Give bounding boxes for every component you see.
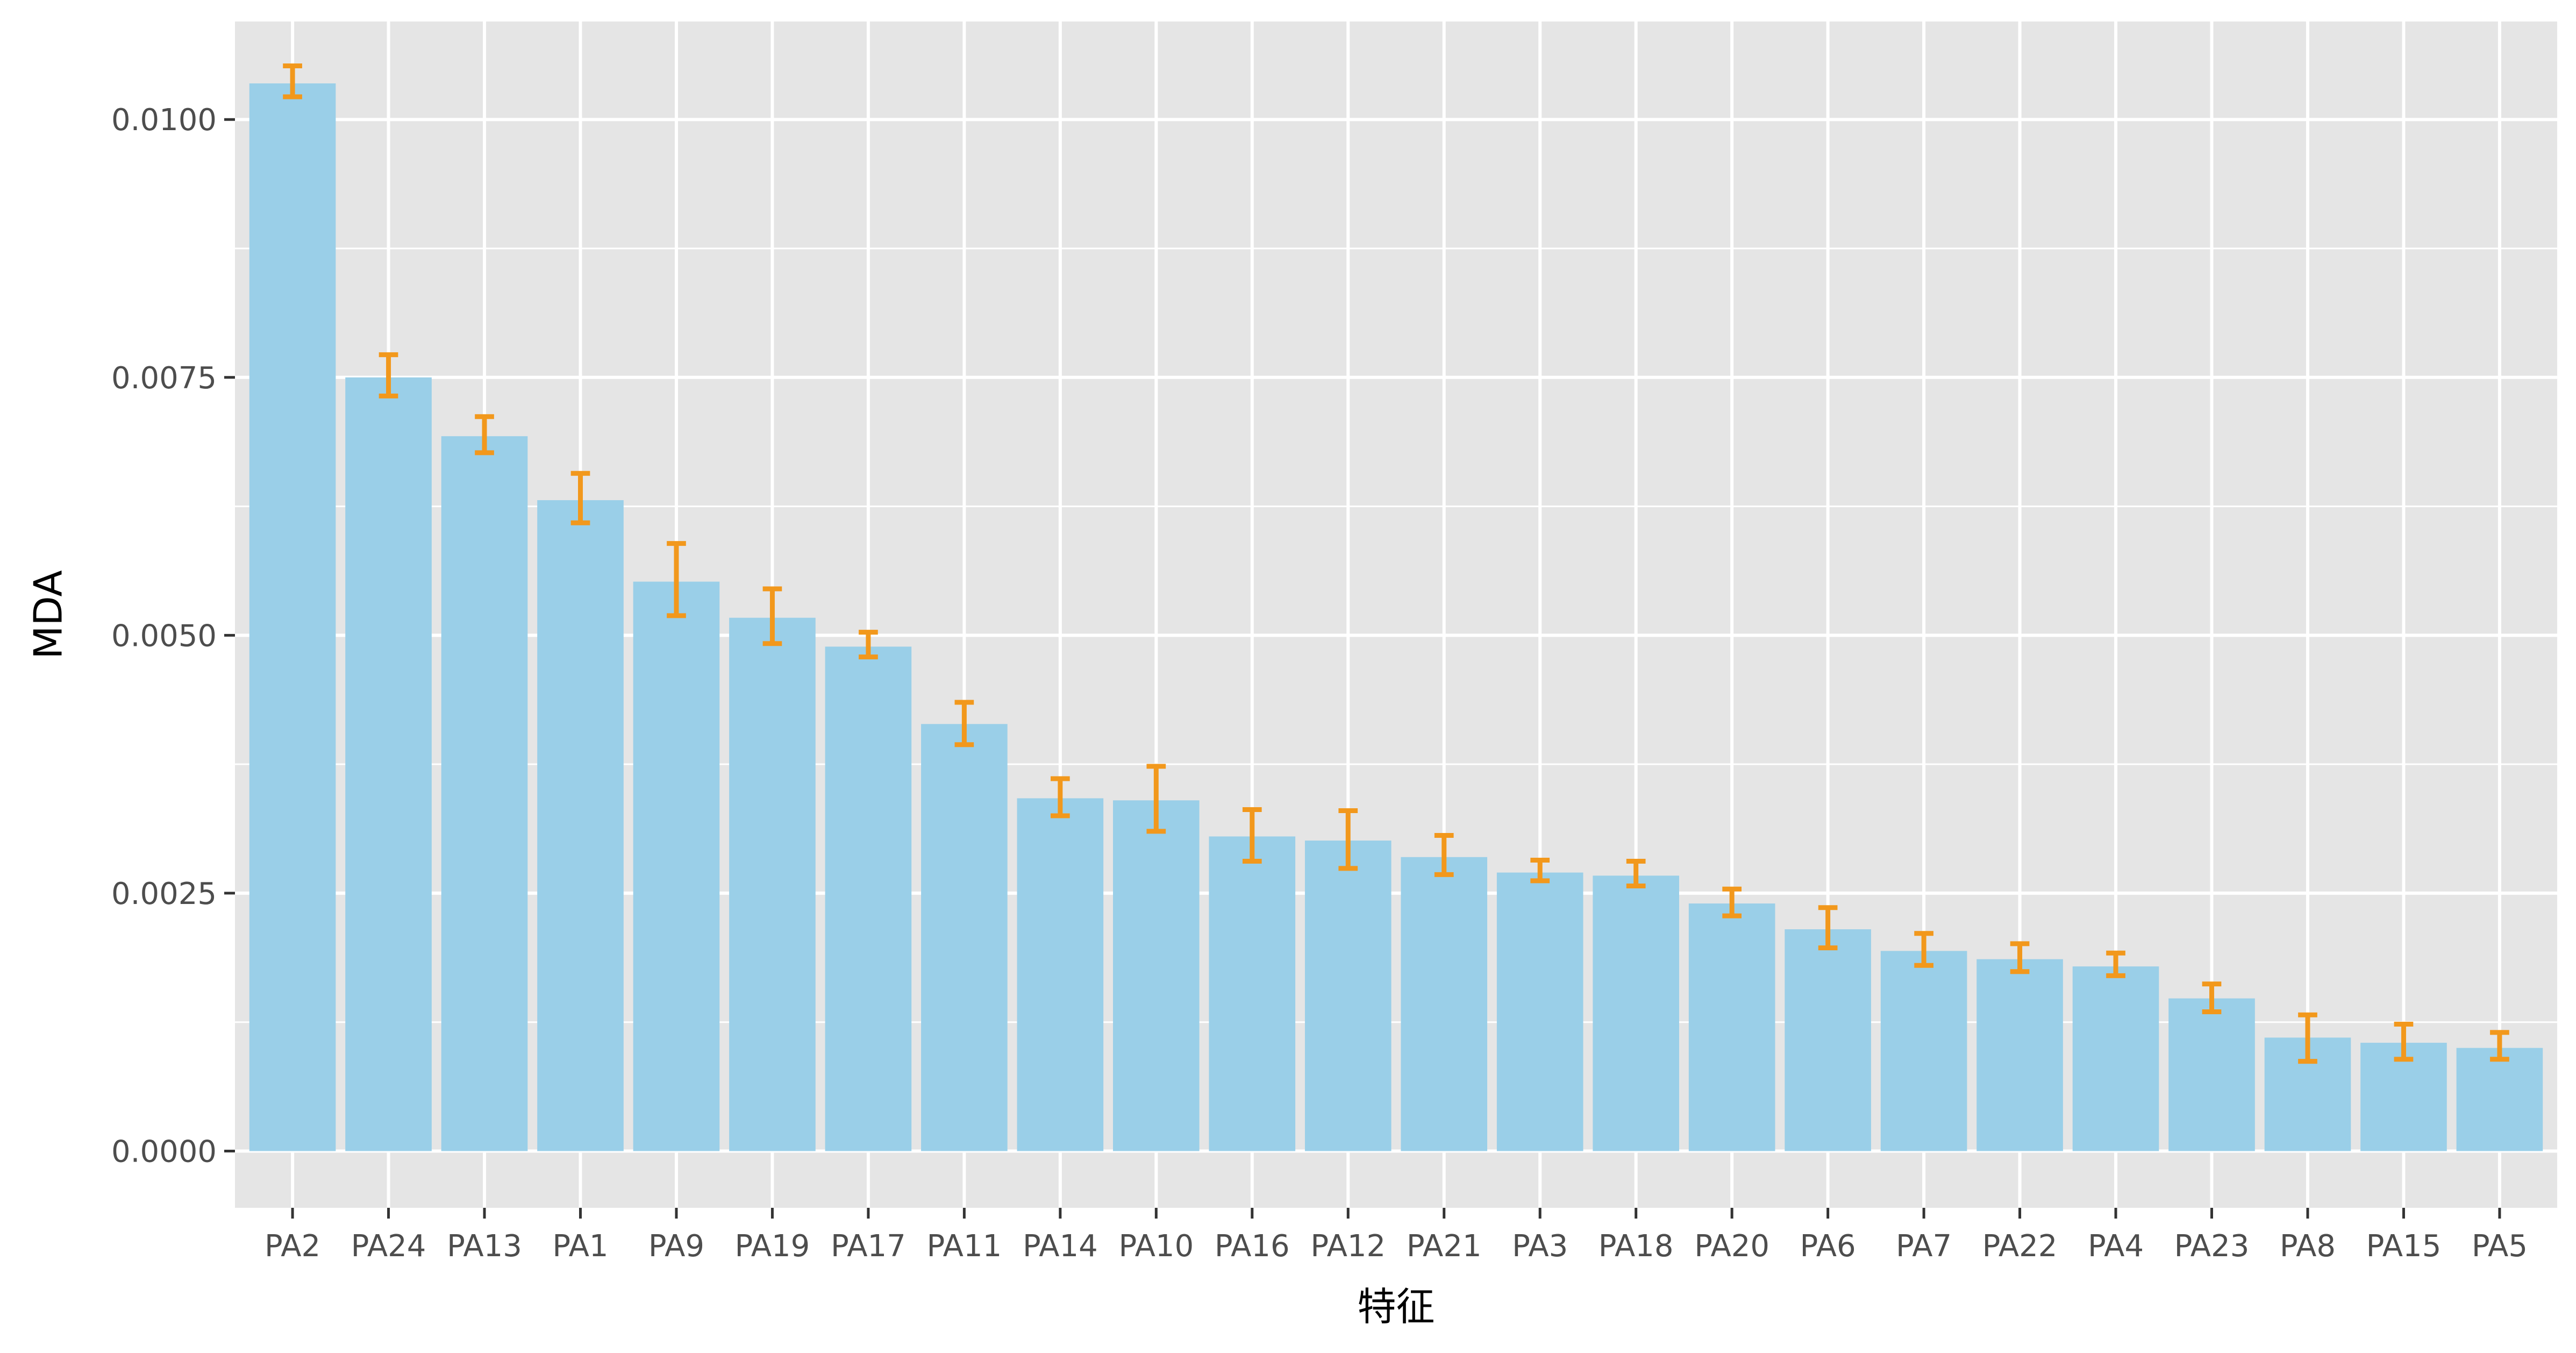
bar-pa11 <box>921 724 1008 1151</box>
bar-pa23 <box>2168 998 2255 1151</box>
bar-pa16 <box>1209 836 1296 1151</box>
bar-pa4 <box>2072 966 2159 1151</box>
y-axis-title: MDA <box>26 570 71 659</box>
error-bar-pa7 <box>1914 931 1933 968</box>
x-tick-label: PA1 <box>552 1229 608 1264</box>
bar-pa18 <box>1593 875 1679 1151</box>
y-tick-label: 0.0050 <box>111 618 217 653</box>
error-bar-pa9 <box>667 541 686 618</box>
x-tick-label: PA8 <box>2280 1229 2336 1264</box>
x-tick-label: PA12 <box>1310 1229 1386 1264</box>
x-tick-label: PA18 <box>1599 1229 1674 1264</box>
bar-pa21 <box>1401 857 1488 1151</box>
x-tick-label: PA14 <box>1023 1229 1098 1264</box>
x-axis-title: 特征 <box>1357 1284 1435 1329</box>
x-tick-label: PA10 <box>1118 1229 1194 1264</box>
bar-pa7 <box>1880 951 1967 1151</box>
x-tick-label: PA15 <box>2366 1229 2442 1264</box>
error-bar-pa11 <box>954 700 974 747</box>
x-tick-label: PA16 <box>1215 1229 1290 1264</box>
bar-pa5 <box>2456 1048 2543 1151</box>
bar-pa3 <box>1496 872 1583 1151</box>
x-tick-label: PA11 <box>926 1229 1002 1264</box>
bar-pa10 <box>1113 800 1200 1151</box>
x-tick-label: PA7 <box>1896 1229 1952 1264</box>
y-tick-label: 0.0075 <box>111 361 217 396</box>
bar-pa13 <box>441 436 528 1151</box>
x-tick-label: PA3 <box>1512 1229 1568 1264</box>
error-bar-pa5 <box>2490 1030 2509 1062</box>
bar-pa20 <box>1688 903 1775 1151</box>
x-tick-label: PA6 <box>1800 1229 1856 1264</box>
bar-pa9 <box>633 581 720 1151</box>
error-bar-pa8 <box>2298 1012 2317 1064</box>
x-tick-label: PA24 <box>351 1229 426 1264</box>
x-tick-label: PA21 <box>1407 1229 1482 1264</box>
x-tick-label: PA13 <box>447 1229 522 1264</box>
y-tick-label: 0.0100 <box>111 103 217 138</box>
error-bar-pa17 <box>859 630 878 660</box>
error-bar-pa6 <box>1818 905 1838 951</box>
error-bar-pa23 <box>2202 981 2222 1015</box>
error-bar-pa2 <box>283 63 302 99</box>
x-tick-label: PA4 <box>2088 1229 2144 1264</box>
bar-pa1 <box>537 500 624 1151</box>
x-tick-label: PA23 <box>2174 1229 2250 1264</box>
x-tick-label: PA9 <box>648 1229 704 1264</box>
x-tick-label: PA19 <box>735 1229 810 1264</box>
bar-pa17 <box>825 646 912 1151</box>
x-axis: PA2 PA24 PA13 PA1 PA9 PA19 PA17 PA11 PA14 PA10 PA1… <box>265 1208 2528 1264</box>
error-bar-pa15 <box>2394 1022 2414 1062</box>
error-bar-pa1 <box>570 471 590 525</box>
error-bar-pa14 <box>1051 776 1070 818</box>
bar-pa2 <box>249 83 336 1151</box>
y-tick-label: 0.0025 <box>111 877 217 912</box>
error-bar-pa21 <box>1434 833 1454 877</box>
error-bar-pa19 <box>762 586 782 646</box>
error-bar-pa16 <box>1242 807 1262 864</box>
bar-pa22 <box>1976 959 2063 1151</box>
x-tick-label: PA5 <box>2472 1229 2528 1264</box>
error-bar-pa12 <box>1338 808 1358 871</box>
bar-pa14 <box>1017 798 1104 1151</box>
error-bars <box>283 63 2509 1064</box>
bar-pa6 <box>1785 929 1871 1151</box>
error-bar-pa20 <box>1722 886 1742 918</box>
x-tick-label: PA22 <box>1982 1229 2058 1264</box>
bar-pa12 <box>1304 841 1392 1151</box>
x-tick-label: PA17 <box>831 1229 906 1264</box>
y-axis: 0.0000 0.0025 0.0050 0.0075 0.0100 <box>111 103 235 1169</box>
x-tick-label: PA2 <box>265 1229 320 1264</box>
bars <box>249 83 2543 1151</box>
error-bar-pa24 <box>379 352 398 398</box>
error-bar-pa4 <box>2106 950 2125 978</box>
error-bar-pa10 <box>1146 764 1166 834</box>
error-bar-pa3 <box>1530 858 1550 884</box>
error-bar-pa18 <box>1626 858 1646 889</box>
error-bar-pa22 <box>2010 941 2030 974</box>
x-tick-label: PA20 <box>1694 1229 1769 1264</box>
error-bar-pa13 <box>475 414 494 455</box>
y-tick-label: 0.0000 <box>111 1134 217 1169</box>
bar-pa19 <box>729 617 816 1151</box>
bar-pa24 <box>345 377 432 1151</box>
